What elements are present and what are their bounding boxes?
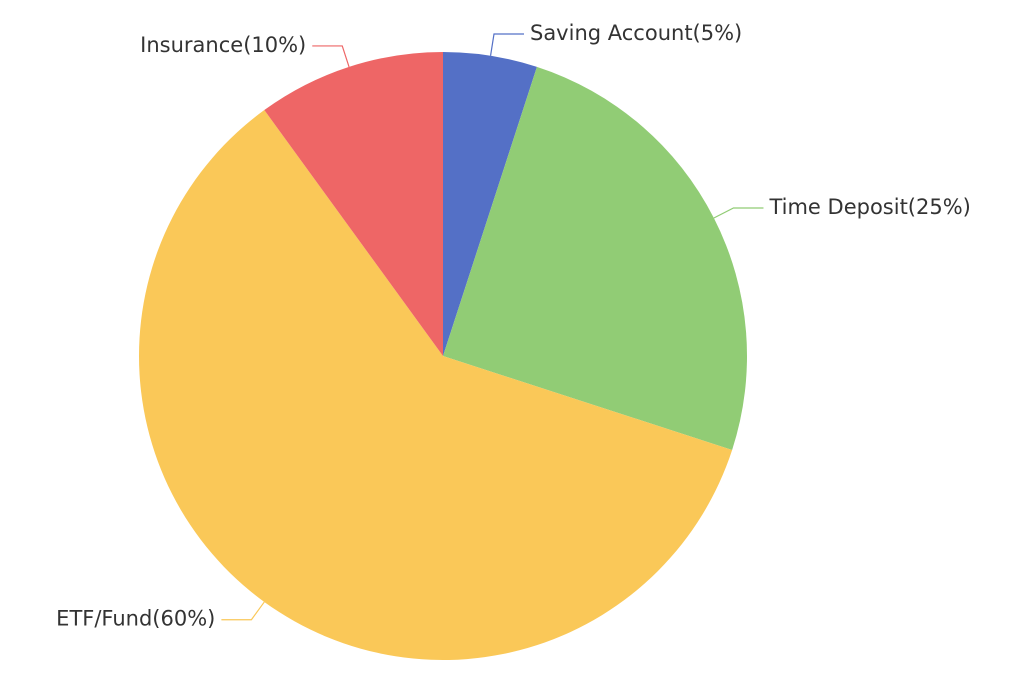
leader-line-saving-account [489, 33, 524, 56]
label-leader-lines [221, 33, 764, 621]
pie-slices [138, 52, 747, 661]
pie-slice-etf-fund[interactable] [138, 110, 733, 661]
leader-line-time-deposit [713, 207, 764, 219]
slice-label-time-deposit: Time Deposit(25%) [768, 195, 970, 219]
slice-label-insurance: Insurance(10%) [140, 33, 306, 57]
slice-label-saving-account: Saving Account(5%) [530, 21, 742, 45]
slice-labels: Saving Account(5%) Time Deposit(25%) ETF/F… [56, 21, 971, 631]
leader-line-etf-fund [221, 601, 265, 621]
pie-slice-saving-account[interactable] [443, 52, 537, 356]
pie-slice-insurance[interactable] [264, 52, 443, 356]
leader-line-insurance [312, 45, 350, 68]
pie-slice-time-deposit[interactable] [443, 66, 747, 450]
slice-label-etf-fund: ETF/Fund(60%) [56, 607, 215, 631]
